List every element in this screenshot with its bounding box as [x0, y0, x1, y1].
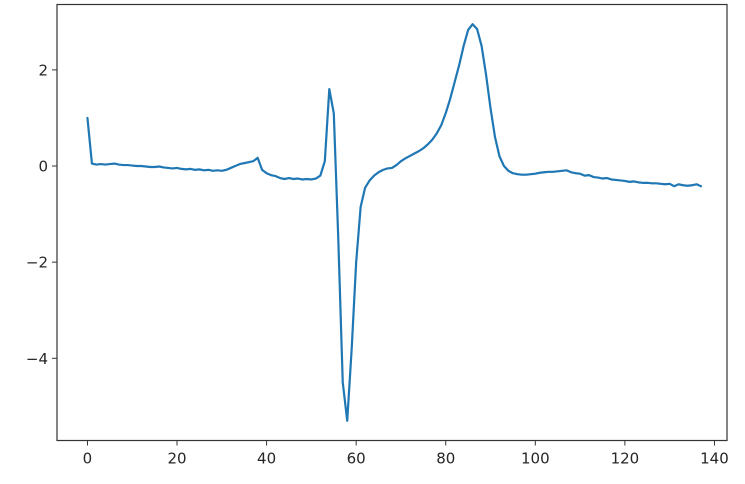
y-axis: 2 0 −2 −4: [26, 61, 57, 368]
y-tick-label: 0: [38, 158, 48, 176]
plot-area: [86, 23, 703, 422]
x-tick-label: 140: [700, 450, 729, 468]
x-tick-label: 40: [257, 450, 276, 468]
y-tick-label: −4: [26, 350, 48, 368]
x-tick-label: 60: [347, 450, 366, 468]
x-tick-label: 120: [611, 450, 640, 468]
x-tick-label: 80: [436, 450, 455, 468]
y-tick-label: −2: [26, 254, 48, 272]
x-axis: 0 20 40 60 80 100 120 140: [83, 440, 729, 468]
x-tick-label: 20: [167, 450, 186, 468]
series-line-0: [86, 23, 703, 422]
axes-frame: [56, 3, 728, 442]
y-tick-label: 2: [38, 61, 48, 79]
x-tick-label: 100: [521, 450, 550, 468]
x-tick-label: 0: [83, 450, 93, 468]
